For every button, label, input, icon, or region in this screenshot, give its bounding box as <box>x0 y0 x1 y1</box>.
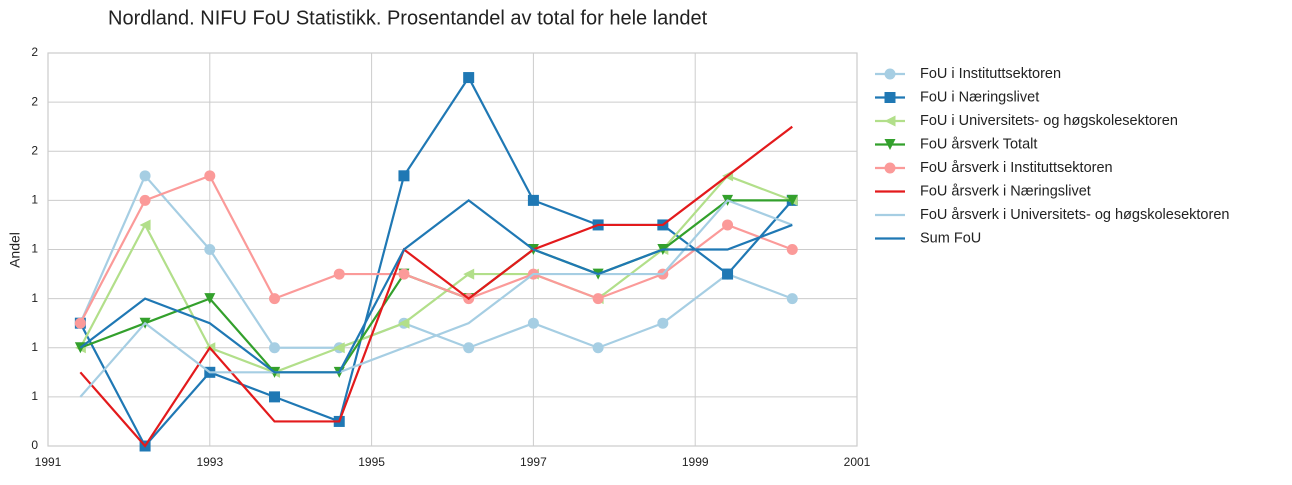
marker <box>722 268 734 280</box>
legend-label: FoU årsverk Totalt <box>920 136 1037 152</box>
series-line <box>79 174 793 324</box>
legend-label: FoU i Instituttsektoren <box>920 66 1061 82</box>
series-line <box>79 199 793 398</box>
marker <box>269 391 281 403</box>
x-tick-label: 1995 <box>358 455 385 469</box>
series-line <box>79 75 794 448</box>
y-axis-label: Andel <box>7 232 23 268</box>
y-tick-label: 0 <box>31 438 38 452</box>
marker <box>398 170 410 182</box>
marker <box>884 162 896 174</box>
marker <box>204 170 216 182</box>
marker <box>204 293 216 305</box>
marker <box>139 170 151 182</box>
marker <box>139 219 151 231</box>
marker <box>333 268 345 280</box>
marker <box>398 317 410 329</box>
marker <box>884 68 896 80</box>
y-tick-label: 2 <box>31 94 38 108</box>
chart-title: Nordland. NIFU FoU Statistikk. Prosentan… <box>108 7 708 29</box>
legend-label: FoU i Næringslivet <box>920 89 1039 105</box>
y-tick-label: 1 <box>31 340 38 354</box>
x-tick-label: 1997 <box>520 455 547 469</box>
marker <box>592 342 604 354</box>
legend-label: Sum FoU <box>920 230 981 246</box>
marker <box>592 293 604 305</box>
y-tick-label: 1 <box>31 193 38 207</box>
marker <box>884 139 896 150</box>
marker <box>463 72 475 84</box>
x-tick-label: 1991 <box>35 455 62 469</box>
marker <box>333 342 345 354</box>
marker <box>269 293 281 305</box>
marker <box>786 194 798 206</box>
legend-label: FoU årsverk i Næringslivet <box>920 183 1091 199</box>
marker <box>884 92 896 103</box>
marker <box>786 244 798 255</box>
series-line <box>79 174 793 374</box>
marker <box>398 268 410 280</box>
marker <box>527 317 539 329</box>
marker <box>657 317 669 329</box>
y-tick-label: 2 <box>31 143 38 157</box>
marker <box>204 244 216 255</box>
marker <box>884 115 896 127</box>
series-line <box>79 173 793 349</box>
series-line <box>79 198 793 374</box>
marker <box>139 194 151 206</box>
plot-frame <box>47 52 858 447</box>
marker <box>74 317 86 329</box>
y-tick-label: 1 <box>31 242 38 256</box>
y-tick-label: 2 <box>31 45 38 59</box>
legend-label: FoU årsverk i Instituttsektoren <box>920 160 1113 176</box>
y-tick-label: 1 <box>31 389 38 403</box>
marker <box>463 342 475 354</box>
marker <box>269 342 281 354</box>
marker <box>527 194 539 206</box>
legend-label: FoU i Universitets- og høgskolesektoren <box>920 113 1178 129</box>
marker <box>722 219 734 231</box>
marker <box>786 293 798 305</box>
x-tick-label: 1993 <box>196 455 223 469</box>
x-tick-label: 1999 <box>682 455 709 469</box>
x-tick-label: 2001 <box>844 455 871 469</box>
y-tick-label: 1 <box>31 291 38 305</box>
marker <box>463 268 475 280</box>
legend-label: FoU årsverk i Universitets- og høgskoles… <box>920 207 1229 223</box>
